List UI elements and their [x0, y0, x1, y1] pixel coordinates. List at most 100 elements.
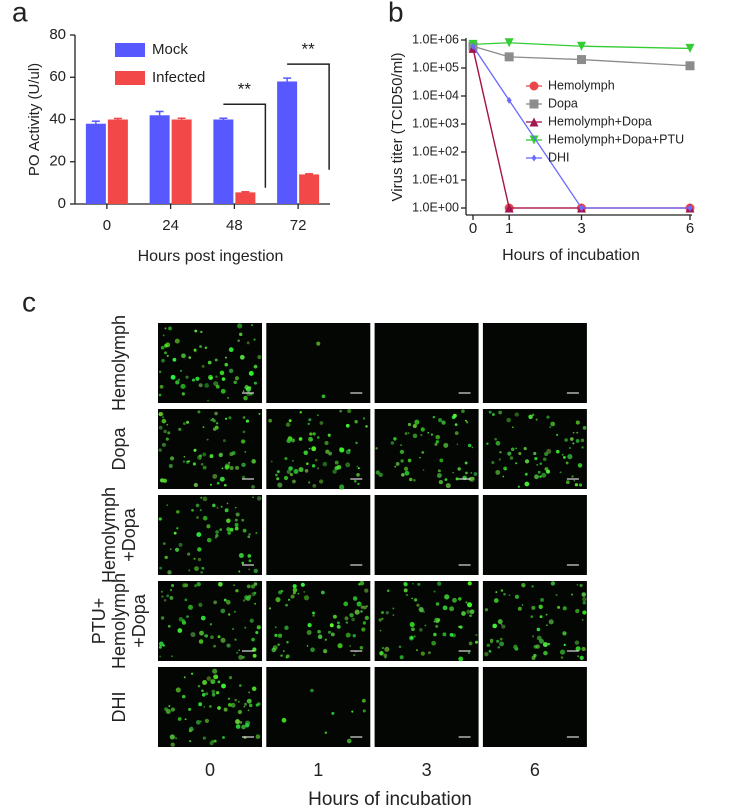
cell-dot — [237, 700, 240, 703]
cell-dot — [214, 358, 218, 362]
cell-dot — [572, 431, 575, 434]
cell-dot — [399, 655, 404, 660]
cell-dot — [306, 629, 312, 635]
cell-dot — [275, 597, 281, 603]
micrograph — [266, 495, 371, 575]
cell-dot — [208, 704, 212, 708]
cell-dot — [200, 570, 204, 574]
cell-dot — [284, 457, 288, 461]
cell-dot — [416, 649, 418, 652]
cell-dot — [351, 710, 354, 713]
cell-dot — [549, 426, 552, 429]
cell-dot — [175, 380, 180, 385]
cell-dot — [546, 415, 550, 419]
cell-dot — [219, 370, 225, 376]
cell-dot — [191, 508, 194, 512]
cell-dot — [534, 474, 539, 480]
cell-dot — [523, 447, 527, 451]
bar — [235, 192, 256, 204]
cell-dot — [465, 471, 468, 475]
cell-dot — [461, 611, 466, 616]
cell-dot — [359, 580, 365, 586]
cell-dot — [309, 432, 313, 436]
cell-dot — [382, 647, 384, 649]
cell-dot — [431, 640, 436, 646]
cell-dot — [288, 466, 293, 471]
cell-dot — [298, 467, 304, 473]
cell-dot — [465, 601, 468, 604]
bar — [107, 119, 128, 204]
marker — [470, 42, 476, 50]
cell-dot — [216, 691, 220, 695]
cell-dot — [158, 448, 162, 452]
cell-dot — [288, 419, 292, 423]
cell-dot — [251, 484, 255, 489]
cell-dot — [394, 465, 397, 468]
cell-dot — [186, 615, 189, 618]
cell-dot — [172, 357, 177, 362]
cell-dot — [324, 440, 329, 446]
cell-dot — [306, 645, 309, 647]
cell-dot — [308, 447, 311, 450]
cell-dot — [169, 596, 174, 600]
cell-dot — [400, 444, 403, 447]
cell-dot — [234, 526, 239, 531]
cell-dot — [239, 354, 245, 360]
cell-dot — [158, 425, 163, 430]
cell-dot — [215, 384, 220, 389]
cell-dot — [407, 432, 410, 434]
cell-dot — [579, 655, 584, 661]
bar — [171, 119, 192, 204]
column-label: 0 — [205, 760, 215, 780]
cell-dot — [464, 461, 468, 465]
cell-dot — [503, 592, 506, 596]
cell-dot — [438, 418, 443, 423]
row-label: +Dopa — [129, 593, 149, 648]
cell-dot — [550, 581, 556, 586]
cell-dot — [569, 437, 574, 441]
cell-dot — [422, 469, 425, 471]
cell-dot — [383, 653, 388, 658]
cell-dot — [164, 351, 167, 355]
cell-dot — [212, 503, 216, 508]
cell-dot — [248, 703, 253, 708]
cell-dot — [218, 452, 223, 458]
cell-dot — [285, 422, 291, 427]
cell-dot — [292, 479, 296, 484]
cell-dot — [289, 473, 293, 477]
line — [472, 45, 691, 67]
cell-dot — [194, 329, 198, 333]
cell-dot — [241, 462, 246, 468]
cell-dot — [165, 437, 169, 441]
cell-dot — [515, 462, 518, 465]
cell-dot — [561, 453, 564, 456]
cell-dot — [545, 613, 548, 616]
cell-dot — [565, 461, 569, 465]
cell-dot — [310, 688, 314, 693]
cell-dot — [318, 479, 324, 484]
cell-dot — [256, 496, 262, 501]
cell-dot — [353, 654, 356, 657]
cell-dot — [345, 462, 351, 468]
cell-dot — [576, 583, 579, 586]
cell-dot — [226, 643, 231, 648]
cell-dot — [351, 617, 355, 622]
cell-dot — [413, 635, 416, 638]
cell-dot — [434, 442, 438, 446]
cell-dot — [201, 566, 205, 570]
row-label: Hemolymph — [99, 487, 119, 583]
marker — [577, 41, 586, 51]
cell-dot — [489, 638, 494, 643]
cell-dot — [571, 593, 574, 596]
micrograph — [266, 408, 371, 490]
cell-dot — [531, 413, 535, 416]
cell-dot — [224, 417, 228, 420]
panel-label: a — [12, 0, 28, 27]
cell-dot — [451, 415, 456, 420]
cell-dot — [501, 624, 506, 629]
cell-dot — [559, 649, 566, 655]
cell-dot — [234, 698, 238, 702]
cell-dot — [178, 617, 184, 622]
cell-dot — [467, 581, 472, 586]
cell-dot — [209, 454, 214, 459]
